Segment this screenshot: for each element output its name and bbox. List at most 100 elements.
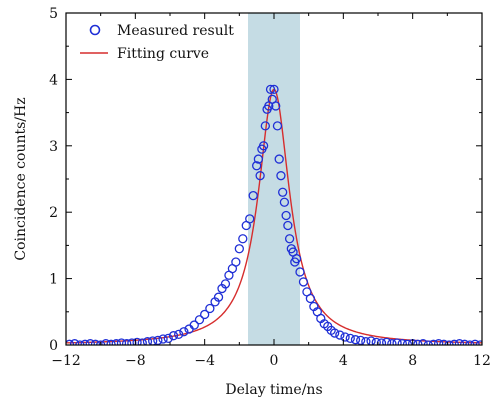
data-point [205, 303, 215, 314]
data-point [397, 339, 407, 345]
legend-marker-icon [89, 24, 101, 36]
data-point [174, 329, 184, 340]
data-point [418, 339, 428, 345]
data-point [96, 340, 106, 345]
data-point [137, 338, 147, 345]
data-point [428, 339, 439, 345]
data-point [434, 339, 444, 345]
x-tick-label: 0 [270, 353, 279, 369]
data-point [66, 339, 75, 345]
data-point [189, 320, 199, 330]
data-point [260, 121, 270, 131]
data-point [402, 339, 413, 345]
data-point [291, 254, 302, 264]
x-axis-label: Delay time/ns [225, 382, 322, 398]
data-point [168, 331, 179, 341]
data-point [127, 338, 137, 345]
data-point [387, 339, 397, 345]
data-point [245, 214, 255, 224]
data-point [106, 339, 116, 345]
data-point [116, 338, 127, 345]
data-point [298, 277, 309, 287]
y-axis-label: Coincidence counts/Hz [13, 97, 29, 260]
data-point [158, 334, 168, 344]
data-point [75, 340, 85, 345]
y-tick-label: 1 [49, 272, 58, 288]
y-tick-label: 4 [49, 72, 58, 88]
data-point [475, 340, 482, 345]
x-tick-label: 8 [408, 353, 417, 369]
data-point [153, 335, 163, 345]
data-point [248, 190, 258, 201]
data-point [231, 257, 241, 267]
data-point [276, 171, 286, 181]
data-point [295, 267, 305, 277]
data-point [444, 340, 454, 345]
data-point [179, 327, 189, 337]
data-point [101, 339, 111, 345]
data-point [283, 220, 293, 231]
data-point [272, 121, 283, 131]
legend-label-fitting: Fitting curve [117, 46, 209, 62]
data-point [345, 333, 355, 344]
data-point [132, 337, 142, 345]
data-point [371, 337, 381, 345]
data-point [194, 315, 205, 325]
data-point [265, 84, 276, 95]
data-point [335, 330, 345, 340]
data-point [269, 84, 279, 95]
legend: Measured result Fitting curve [80, 23, 234, 62]
x-tick-label: −12 [51, 353, 81, 369]
data-point [350, 335, 361, 345]
data-point [460, 339, 470, 345]
data-point [122, 339, 132, 345]
data-point [85, 339, 95, 345]
y-tick-label: 2 [49, 205, 58, 221]
data-point [163, 333, 173, 344]
data-point [361, 337, 371, 345]
x-tick-label: −8 [125, 353, 146, 369]
data-point [284, 234, 295, 244]
data-point [234, 244, 244, 254]
data-point [200, 309, 210, 320]
data-point [70, 339, 80, 345]
data-point [148, 336, 158, 345]
data-point [392, 338, 402, 345]
data-point [376, 338, 387, 345]
data-point [356, 335, 366, 345]
data-point [255, 171, 265, 181]
data-point [238, 234, 248, 244]
data-point [80, 339, 90, 345]
data-point [258, 141, 269, 151]
y-tick-label: 0 [49, 338, 58, 354]
data-point [366, 336, 376, 345]
data-point [454, 339, 465, 345]
data-point [470, 339, 480, 345]
data-point [305, 293, 316, 304]
data-point [449, 339, 459, 345]
data-point [281, 210, 291, 221]
x-tick-label: −4 [194, 353, 215, 369]
data-point [279, 197, 290, 207]
x-tick-label: 4 [339, 353, 348, 369]
data-point [330, 328, 340, 338]
legend-label-measured: Measured result [117, 23, 234, 39]
shaded-region [248, 13, 300, 345]
data-point [413, 339, 423, 345]
data-point [278, 187, 288, 197]
data-point [90, 339, 101, 345]
data-point [382, 337, 392, 345]
y-tick-label: 3 [49, 139, 58, 155]
data-point [111, 339, 121, 345]
data-point [465, 340, 475, 345]
data-point [253, 154, 264, 164]
data-point [252, 161, 262, 171]
data-point [340, 332, 350, 342]
data-point [142, 337, 153, 345]
data-point [220, 279, 231, 289]
data-point [423, 340, 433, 345]
y-tick-label: 5 [49, 6, 58, 22]
data-point [213, 292, 224, 302]
x-tick-label: 12 [473, 353, 491, 369]
